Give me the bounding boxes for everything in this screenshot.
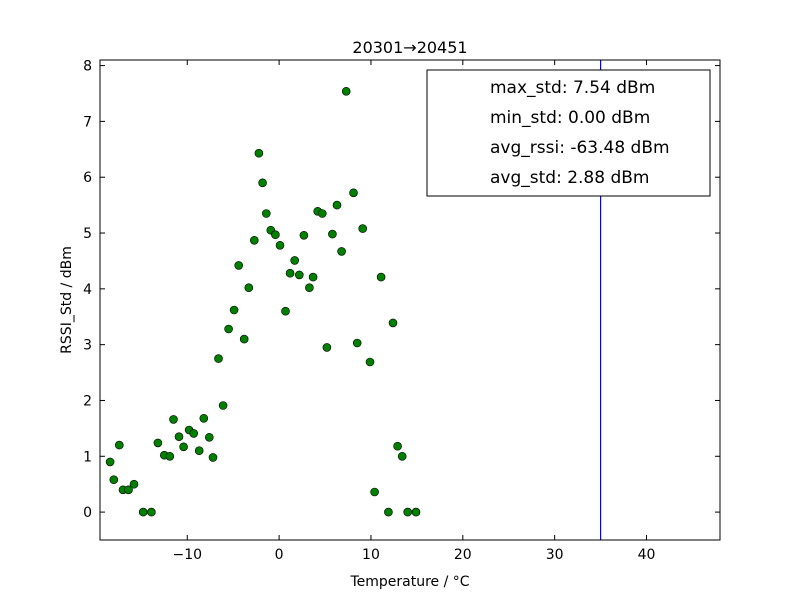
data-point — [115, 440, 124, 450]
data-point — [239, 334, 249, 344]
y-tick-label: 3 — [83, 338, 92, 354]
data-point — [234, 261, 243, 270]
y-tick-label: 6 — [83, 170, 92, 186]
data-point — [403, 507, 413, 517]
data-point — [109, 475, 119, 485]
data-point — [153, 438, 163, 448]
y-tick-label: 5 — [83, 226, 92, 242]
stats-legend-box: max_std: 7.54 dBm min_std: 0.00 dBm avg_… — [426, 69, 711, 197]
data-point — [337, 247, 346, 256]
data-point — [179, 442, 188, 452]
y-axis-label: RSSI_Std / dBm — [59, 246, 75, 354]
data-point — [305, 283, 314, 293]
data-point — [218, 401, 228, 410]
data-point — [376, 272, 386, 282]
data-point — [244, 283, 254, 293]
y-tick-label: 4 — [83, 282, 92, 298]
data-point — [205, 432, 214, 442]
chart-title: 20301→20451 — [352, 38, 467, 57]
stat-avg-rssi: avg_rssi: -63.48 dBm — [490, 138, 670, 158]
data-point — [124, 485, 133, 495]
data-point — [258, 178, 267, 188]
data-point — [358, 224, 368, 233]
y-tick-label: 1 — [83, 449, 92, 465]
data-point — [388, 318, 398, 328]
data-point — [224, 324, 233, 334]
data-point — [281, 306, 290, 316]
x-tick-label: 40 — [638, 547, 656, 563]
data-point — [285, 268, 295, 278]
x-tick-label: 20 — [454, 547, 472, 563]
data-point — [411, 507, 421, 517]
data-point — [138, 507, 148, 517]
y-tick-label: 8 — [83, 59, 92, 75]
data-point — [169, 415, 178, 424]
axis-tick-labels: −10 0 10 20 30 40 0 1 2 3 4 5 6 7 8 — [83, 59, 655, 563]
data-point — [208, 453, 218, 462]
data-point — [165, 451, 175, 461]
y-tick-label: 0 — [83, 505, 92, 521]
data-point — [349, 188, 358, 198]
stat-max-std: max_std: 7.54 dBm — [490, 78, 655, 98]
data-point — [299, 231, 309, 240]
axis-ticks — [100, 60, 720, 540]
data-point — [105, 457, 115, 467]
data-point — [294, 270, 304, 280]
x-tick-label: 0 — [275, 547, 284, 563]
plot-area-frame — [99, 59, 721, 541]
data-point — [194, 446, 204, 456]
data-point — [317, 209, 327, 218]
x-tick-label: −10 — [172, 547, 202, 563]
data-point — [271, 230, 280, 239]
data-point — [214, 354, 223, 363]
data-point — [341, 87, 351, 96]
data-point — [370, 487, 379, 497]
stat-min-std: min_std: 0.00 dBm — [490, 108, 650, 128]
data-points — [105, 87, 421, 517]
data-point — [261, 209, 271, 218]
x-tick-label: 30 — [546, 547, 564, 563]
data-point — [250, 236, 259, 245]
data-point — [189, 429, 198, 438]
data-point — [332, 200, 342, 210]
y-tick-label: 7 — [83, 114, 92, 130]
data-point — [308, 272, 318, 282]
x-tick-label: 10 — [362, 547, 380, 563]
data-point — [290, 256, 300, 265]
data-point — [275, 241, 285, 250]
stats-legend-frame — [426, 69, 711, 197]
data-point — [199, 413, 209, 423]
x-axis-label: Temperature / °C — [349, 574, 469, 590]
y-tick-label: 2 — [83, 393, 92, 409]
data-point — [365, 357, 375, 367]
data-point — [129, 479, 139, 489]
data-point — [397, 451, 407, 461]
data-point — [322, 343, 332, 352]
data-point — [384, 507, 393, 517]
data-point — [254, 148, 264, 158]
stat-avg-std: avg_std: 2.88 dBm — [490, 168, 649, 188]
data-point — [229, 305, 239, 315]
data-point — [352, 338, 362, 348]
data-point — [328, 229, 337, 239]
data-point — [147, 507, 156, 517]
data-point — [174, 432, 184, 442]
data-point — [393, 441, 402, 451]
